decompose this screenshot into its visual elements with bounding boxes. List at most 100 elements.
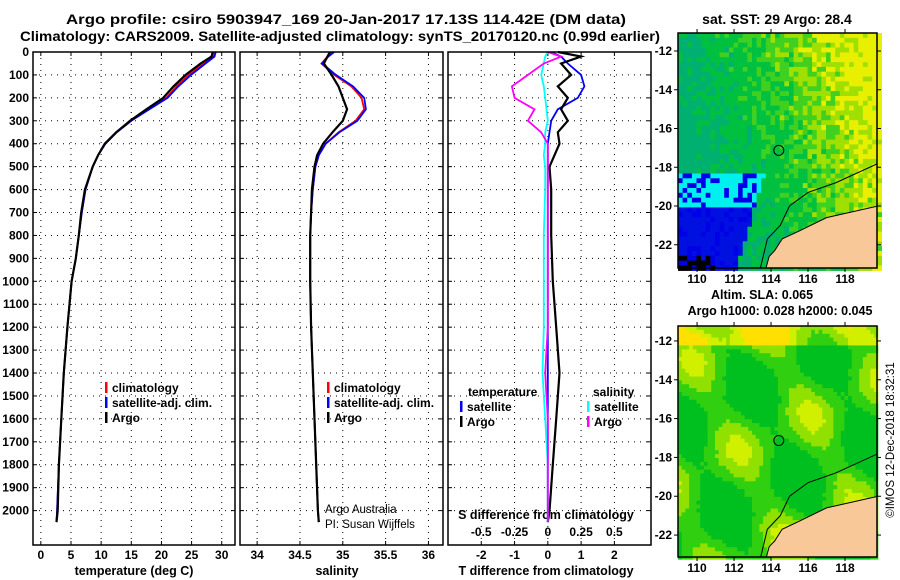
map-cell bbox=[747, 221, 753, 228]
map-cell bbox=[703, 419, 709, 424]
map-cell bbox=[733, 129, 739, 136]
map-cell bbox=[744, 345, 749, 350]
map-cell bbox=[796, 512, 801, 517]
map-cell bbox=[784, 154, 790, 160]
map-cell bbox=[770, 91, 776, 97]
map-cell bbox=[807, 430, 812, 436]
map-cell bbox=[766, 535, 772, 541]
map-cell bbox=[781, 458, 786, 463]
map-cell bbox=[752, 500, 757, 506]
map-cell bbox=[781, 384, 786, 389]
map-cell bbox=[737, 461, 742, 467]
map-cell bbox=[719, 207, 725, 213]
map-cell bbox=[696, 129, 702, 136]
map-cell bbox=[822, 461, 827, 467]
map-cell bbox=[789, 446, 794, 451]
map-cell bbox=[766, 392, 772, 397]
map-cell bbox=[748, 485, 753, 490]
map-cell bbox=[742, 71, 748, 78]
map-cell bbox=[830, 202, 836, 208]
map-cell bbox=[755, 438, 760, 444]
map-cell bbox=[785, 380, 790, 385]
map-cell bbox=[766, 372, 772, 378]
map-cell bbox=[681, 485, 686, 490]
map-cell bbox=[811, 388, 816, 393]
map-cell bbox=[779, 188, 785, 194]
map-cell bbox=[876, 207, 882, 213]
map-cell bbox=[830, 163, 836, 170]
map-cell bbox=[711, 450, 716, 455]
map-cell bbox=[849, 168, 855, 174]
map-cell bbox=[689, 380, 694, 385]
map-cell bbox=[715, 329, 720, 335]
map-cell bbox=[689, 345, 694, 350]
map-cell bbox=[763, 485, 768, 490]
map-cell bbox=[687, 66, 693, 73]
map-cell bbox=[711, 368, 716, 374]
map-cell bbox=[707, 368, 712, 374]
map-cell bbox=[766, 426, 772, 432]
map-cell bbox=[710, 47, 716, 53]
map-cell bbox=[800, 442, 805, 447]
map-cell bbox=[740, 485, 746, 490]
map-cell bbox=[798, 125, 804, 131]
map-cell bbox=[872, 188, 878, 194]
map-cell bbox=[839, 33, 845, 39]
map-cell bbox=[798, 178, 804, 184]
map-cell bbox=[830, 66, 836, 73]
map-cell bbox=[761, 168, 767, 174]
map-cell bbox=[747, 47, 753, 53]
map-cell bbox=[738, 251, 744, 257]
map-cell bbox=[800, 419, 805, 424]
map-cell bbox=[700, 337, 705, 343]
map-cell bbox=[718, 446, 723, 451]
map-cell bbox=[685, 527, 690, 533]
map-cell bbox=[719, 226, 725, 233]
map-cell bbox=[792, 337, 797, 343]
map-cell bbox=[737, 492, 742, 498]
map-cell bbox=[752, 66, 758, 73]
map-cell bbox=[719, 168, 725, 174]
map-cell bbox=[784, 173, 790, 179]
map-cell bbox=[796, 411, 801, 416]
map-cell bbox=[876, 231, 882, 237]
map-cell bbox=[752, 399, 757, 405]
map-cell bbox=[826, 360, 831, 366]
map-cell bbox=[765, 81, 771, 87]
map-cell bbox=[728, 255, 735, 262]
map-cell bbox=[678, 129, 684, 136]
map-cell bbox=[803, 353, 809, 358]
map-cell bbox=[756, 120, 762, 126]
map-cell bbox=[737, 426, 742, 432]
map-cell bbox=[719, 115, 725, 121]
map-cell bbox=[779, 158, 785, 165]
map-cell bbox=[777, 508, 783, 513]
map-cell bbox=[858, 202, 864, 208]
map-cell bbox=[692, 341, 698, 346]
map-cell bbox=[696, 231, 702, 237]
map-cell bbox=[858, 188, 864, 194]
map-cell bbox=[744, 333, 749, 339]
map-cell bbox=[789, 473, 794, 478]
map-cell bbox=[759, 372, 764, 378]
map-cell bbox=[770, 395, 775, 401]
map-cell bbox=[705, 81, 711, 87]
depth-tick-label: 100 bbox=[9, 68, 29, 82]
depth-tick-label: 300 bbox=[9, 114, 29, 128]
map-cell bbox=[853, 76, 859, 82]
map-cell bbox=[755, 516, 760, 521]
map-cell bbox=[733, 458, 738, 463]
map-cell bbox=[696, 168, 702, 174]
map-cell bbox=[705, 212, 711, 218]
map-cell bbox=[733, 110, 739, 116]
map-cell bbox=[785, 477, 790, 482]
map-cell bbox=[703, 450, 709, 455]
map-cell bbox=[784, 91, 790, 97]
map-cell bbox=[785, 407, 790, 412]
map-cell bbox=[744, 524, 749, 529]
map-cell bbox=[826, 91, 832, 97]
map-cell bbox=[770, 520, 775, 525]
map-cell bbox=[826, 500, 831, 506]
map-cell bbox=[830, 129, 836, 136]
map-cell bbox=[726, 481, 731, 486]
